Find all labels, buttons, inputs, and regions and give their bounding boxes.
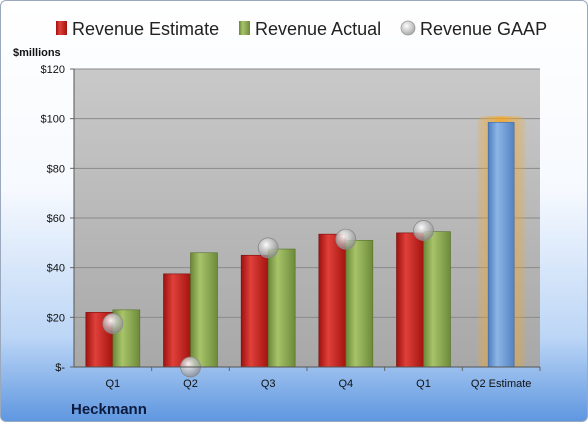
bar-revenue-actual: [190, 252, 218, 368]
bar-revenue-estimate: [240, 254, 269, 368]
x-axis: Q1 Q2 Q3 Q4 Q1 Q2 Estimate: [74, 366, 541, 390]
legend-swatch-actual: [239, 21, 250, 35]
bar-revenue-estimate: [163, 273, 191, 368]
x-tick-label: Q1: [105, 378, 120, 390]
legend-label-actual: Revenue Actual: [255, 19, 381, 39]
y-tick-label: $60: [47, 213, 65, 225]
x-tick-label: Q1: [416, 378, 431, 390]
marker-revenue-gaap: [335, 228, 357, 250]
y-tick-label: $80: [47, 163, 65, 175]
bar-revenue-actual: [423, 231, 451, 368]
bar-revenue-actual: [267, 248, 296, 368]
legend-swatch-estimate: [56, 21, 67, 35]
legend-swatch-gaap: [400, 20, 416, 36]
y-axis-label: $millions: [13, 47, 61, 59]
y-tick-label: $100: [41, 114, 65, 126]
y-tick-label: $40: [47, 263, 65, 275]
bar-revenue-estimate: [396, 232, 424, 368]
x-tick-label: Q2: [183, 378, 198, 390]
y-axis: $- $20 $40 $60 $80 $100 $120: [41, 64, 75, 374]
bar-revenue-estimate: [318, 233, 347, 368]
legend-label-estimate: Revenue Estimate: [72, 19, 219, 39]
bar-revenue-actual: [345, 240, 374, 368]
footer-label: Heckmann: [71, 401, 147, 418]
bar-projected-estimate: [487, 122, 515, 368]
y-tick-label: $20: [47, 312, 65, 324]
marker-revenue-gaap: [413, 220, 434, 241]
x-tick-label: Q2 Estimate: [471, 378, 532, 390]
marker-revenue-gaap: [257, 237, 279, 259]
x-tick-label: Q4: [338, 378, 353, 390]
legend: Revenue Estimate Revenue Actual Revenue …: [56, 19, 547, 39]
y-tick-label: $120: [41, 64, 65, 76]
legend-label-gaap: Revenue GAAP: [420, 19, 547, 39]
marker-revenue-gaap: [102, 313, 124, 334]
x-tick-label: Q3: [261, 378, 276, 390]
y-tick-label: $-: [55, 362, 65, 374]
gaap-markers: [102, 220, 434, 378]
